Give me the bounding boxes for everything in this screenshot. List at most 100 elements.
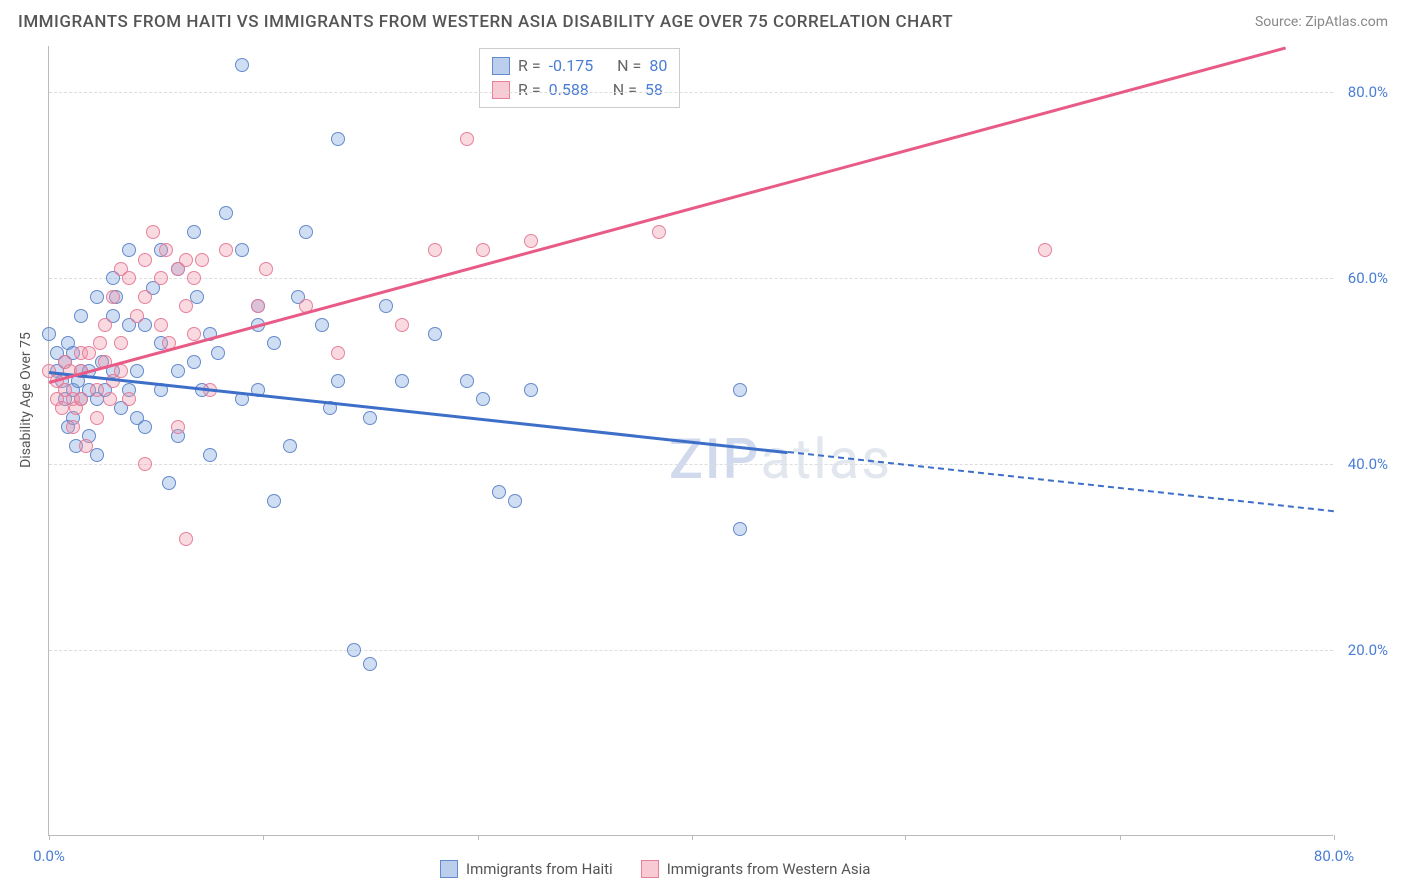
legend-label-pink: Immigrants from Western Asia [667, 860, 871, 878]
scatter-point [90, 383, 104, 397]
scatter-point [187, 271, 201, 285]
xtick-label: 0.0% [33, 847, 65, 865]
y-axis-title: Disability Age Over 75 [18, 332, 34, 468]
scatter-point [203, 448, 217, 462]
scatter-point [79, 439, 93, 453]
scatter-point [315, 318, 329, 332]
xtick-mark [49, 835, 50, 840]
scatter-point [187, 355, 201, 369]
scatter-point [179, 299, 193, 313]
legend-swatch-blue [440, 860, 458, 878]
ytick-label: 60.0% [1348, 269, 1388, 287]
scatter-point [460, 374, 474, 388]
gridline [49, 650, 1333, 651]
stats-n-label: N = [613, 78, 637, 102]
scatter-point [171, 420, 185, 434]
scatter-point [90, 448, 104, 462]
scatter-point [251, 299, 265, 313]
scatter-point [162, 476, 176, 490]
chart-header: IMMIGRANTS FROM HAITI VS IMMIGRANTS FROM… [0, 0, 1406, 40]
scatter-point [476, 392, 490, 406]
scatter-point [524, 234, 538, 248]
scatter-point [130, 364, 144, 378]
chart-container: ZIPatlas R = -0.175 N = 80 R = 0.588 N =… [48, 46, 1388, 836]
xtick-mark [478, 835, 479, 840]
scatter-point [190, 290, 204, 304]
stats-box: R = -0.175 N = 80 R = 0.588 N = 58 [479, 48, 680, 108]
scatter-point [283, 439, 297, 453]
xtick-mark [263, 835, 264, 840]
scatter-point [171, 364, 185, 378]
scatter-point [492, 485, 506, 499]
legend-item-pink: Immigrants from Western Asia [641, 860, 871, 878]
scatter-point [508, 494, 522, 508]
scatter-point [138, 290, 152, 304]
scatter-point [146, 225, 160, 239]
scatter-point [219, 243, 233, 257]
stats-r-val-blue: -0.175 [549, 54, 594, 78]
scatter-point [395, 318, 409, 332]
scatter-point [90, 411, 104, 425]
plot-area: ZIPatlas R = -0.175 N = 80 R = 0.588 N =… [48, 46, 1333, 836]
scatter-point [524, 383, 538, 397]
scatter-point [652, 225, 666, 239]
scatter-point [428, 327, 442, 341]
scatter-point [138, 253, 152, 267]
xtick-mark [1334, 835, 1335, 840]
scatter-point [460, 132, 474, 146]
xtick-label: 80.0% [1314, 847, 1354, 865]
scatter-point [211, 346, 225, 360]
scatter-point [347, 643, 361, 657]
stats-swatch-pink [492, 81, 510, 99]
stats-n-val-pink: 58 [645, 78, 663, 102]
stats-row-pink: R = 0.588 N = 58 [492, 78, 667, 102]
scatter-point [154, 318, 168, 332]
scatter-point [733, 522, 747, 536]
scatter-point [187, 327, 201, 341]
stats-r-label: R = [518, 78, 541, 102]
scatter-point [299, 225, 313, 239]
scatter-point [130, 309, 144, 323]
stats-row-blue: R = -0.175 N = 80 [492, 54, 667, 78]
scatter-point [122, 271, 136, 285]
xtick-mark [905, 835, 906, 840]
legend-label-blue: Immigrants from Haiti [466, 860, 613, 878]
gridline [49, 278, 1333, 279]
scatter-point [114, 364, 128, 378]
stats-r-val-pink: 0.588 [549, 78, 589, 102]
scatter-point [363, 411, 377, 425]
scatter-point [1038, 243, 1052, 257]
scatter-point [122, 243, 136, 257]
scatter-point [259, 262, 273, 276]
scatter-point [219, 206, 233, 220]
scatter-point [235, 58, 249, 72]
scatter-point [114, 336, 128, 350]
scatter-point [395, 374, 409, 388]
ytick-label: 80.0% [1348, 83, 1388, 101]
trend-line [49, 371, 788, 454]
scatter-point [66, 420, 80, 434]
scatter-point [428, 243, 442, 257]
scatter-point [93, 336, 107, 350]
scatter-point [42, 327, 56, 341]
scatter-point [179, 532, 193, 546]
legend-swatch-pink [641, 860, 659, 878]
scatter-point [476, 243, 490, 257]
scatter-point [90, 290, 104, 304]
gridline [49, 464, 1333, 465]
scatter-point [379, 299, 393, 313]
scatter-point [187, 225, 201, 239]
scatter-point [179, 253, 193, 267]
ytick-label: 20.0% [1348, 641, 1388, 659]
scatter-point [74, 309, 88, 323]
bottom-legend: Immigrants from Haiti Immigrants from We… [440, 860, 870, 878]
legend-item-blue: Immigrants from Haiti [440, 860, 613, 878]
scatter-point [106, 290, 120, 304]
chart-source: Source: ZipAtlas.com [1255, 14, 1388, 30]
scatter-point [159, 243, 173, 257]
trend-line [788, 451, 1334, 512]
scatter-point [331, 346, 345, 360]
scatter-point [122, 392, 136, 406]
chart-title: IMMIGRANTS FROM HAITI VS IMMIGRANTS FROM… [18, 12, 953, 32]
gridline [49, 92, 1333, 93]
